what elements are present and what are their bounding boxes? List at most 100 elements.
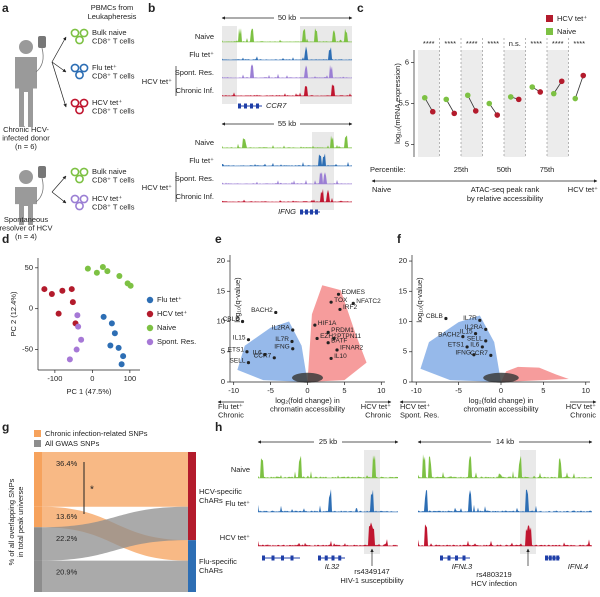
value-label: 20.9% <box>56 568 78 577</box>
axis-end-label: Naive <box>372 185 391 194</box>
point <box>486 100 493 107</box>
arrow <box>51 175 67 193</box>
donor-n: (n = 4) <box>15 232 37 241</box>
cell <box>79 98 89 108</box>
gene-point <box>326 330 330 335</box>
donor-name: resolver of HCV <box>0 223 52 232</box>
gene-label: NFATC2 <box>356 298 381 305</box>
cell <box>79 167 89 177</box>
signal-track <box>418 489 592 512</box>
cell <box>70 28 80 38</box>
scale-label: 14 kb <box>496 437 514 446</box>
y-tick-label: 6 <box>405 57 409 66</box>
side-label: Chronic <box>218 410 244 419</box>
gene-label: BATF <box>331 337 347 344</box>
gene-point <box>263 353 267 357</box>
point <box>507 94 514 100</box>
gene-point <box>290 339 294 344</box>
y-tick-label: 10 <box>217 317 225 326</box>
significance: **** <box>573 39 585 48</box>
value-label: 22.2% <box>56 534 78 543</box>
y-tick-label: 10 <box>399 317 407 326</box>
point <box>75 323 82 330</box>
gene-label: SELL <box>230 357 246 364</box>
target-label: HCV-specific ChARs <box>199 487 242 506</box>
sample-label: CD8⁺ T cells <box>92 106 135 115</box>
point <box>111 330 118 337</box>
exon <box>262 555 265 561</box>
y-tick-label: 0 <box>29 304 33 313</box>
iv-bag <box>38 36 46 48</box>
exon <box>300 209 303 215</box>
scale-bg <box>274 119 300 129</box>
gene-label: IRF2 <box>343 304 357 311</box>
x-axis-label: by relative accessibility <box>467 194 544 203</box>
panel-letter: c <box>357 1 364 15</box>
gene-point <box>478 318 482 322</box>
connector <box>574 75 584 99</box>
trait-label: HIV-1 susceptibility <box>340 576 404 585</box>
x-tick-label: -10 <box>228 386 239 395</box>
track-label: Spont. Res. <box>175 68 214 77</box>
x-tick-label: -5 <box>267 386 274 395</box>
gene-point <box>245 350 249 354</box>
gene-point <box>335 348 339 352</box>
group-label: HCV tet⁺ <box>142 183 172 192</box>
cell <box>70 167 80 177</box>
point <box>59 287 66 294</box>
point <box>472 108 479 114</box>
x-tick-label: 5 <box>541 386 545 395</box>
point <box>115 344 122 351</box>
legend-label: Naive <box>557 27 576 36</box>
x-tick-label: 100 <box>124 374 137 383</box>
source-node <box>34 527 42 561</box>
significance: **** <box>423 39 435 48</box>
point <box>99 263 106 270</box>
point <box>108 320 115 327</box>
point <box>421 94 428 101</box>
band <box>547 50 569 157</box>
target-label-box: Flu-specific ChARs <box>199 557 237 575</box>
legend-swatch <box>34 430 41 437</box>
y-tick-label: 5 <box>405 140 409 149</box>
panel-letter: g <box>2 420 9 434</box>
panel-letter: f <box>397 232 402 246</box>
legend-label: Spont. Res. <box>157 337 196 346</box>
flow <box>42 452 188 507</box>
point <box>55 310 62 317</box>
x-tick-label: 10 <box>377 386 385 395</box>
exon <box>318 555 321 561</box>
point <box>558 78 565 85</box>
x-tick-label: 0 <box>90 374 94 383</box>
sample-label: CD8⁺ T cells <box>92 202 135 211</box>
x-tick-label: 5 <box>342 386 346 395</box>
donor-name: Chronic HCV- <box>3 125 49 134</box>
y-tick-label: 0 <box>403 377 407 386</box>
highlight <box>312 132 334 210</box>
x-tick-label: -10 <box>411 386 422 395</box>
significance: * <box>90 485 94 496</box>
sample-label: Bulk naive <box>92 167 127 176</box>
exon <box>545 555 548 561</box>
scale-bg <box>491 437 519 447</box>
x-axis-label: log₂(fold change) in <box>469 396 534 405</box>
point <box>429 108 436 115</box>
cell <box>75 70 84 80</box>
y-tick-label: 5 <box>403 347 407 356</box>
exon <box>310 209 313 215</box>
panel-letter: a <box>2 1 9 15</box>
panel-letter: e <box>215 232 222 246</box>
legend-marker <box>146 310 154 318</box>
side-label: Chronic <box>570 410 596 419</box>
x-axis-label: log₂(fold change) in <box>275 396 340 405</box>
gene-label: CBLB <box>426 313 443 320</box>
point <box>120 353 127 360</box>
point <box>41 286 48 293</box>
gene-label: CBLB <box>223 316 240 323</box>
gene-label: IL2RA <box>465 324 484 331</box>
y-tick-label: 50 <box>25 263 33 272</box>
sample-label: Bulk naive <box>92 28 127 37</box>
gene-label: IL7R <box>463 315 477 322</box>
